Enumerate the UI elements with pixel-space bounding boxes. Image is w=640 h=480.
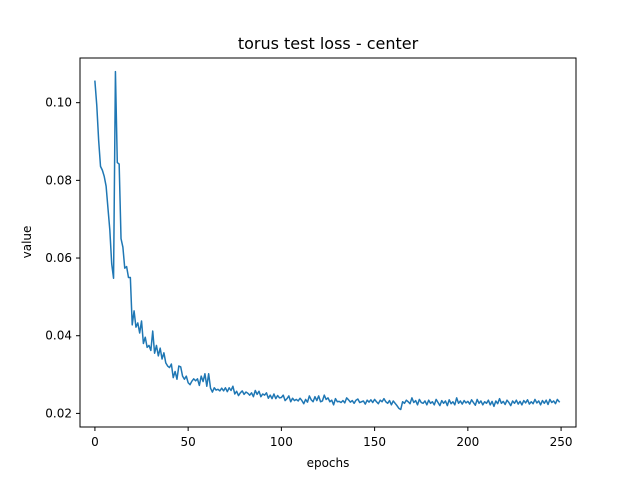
x-axis-ticks: 0 50 100 150 200 250 (91, 427, 573, 449)
x-tick-label: 250 (550, 435, 573, 449)
y-axis-label: value (20, 226, 34, 259)
y-axis-ticks: 0.02 0.04 0.06 0.08 0.10 (45, 96, 80, 420)
y-tick-label: 0.08 (45, 173, 72, 187)
y-tick-label: 0.06 (45, 251, 72, 265)
x-axis-label: epochs (307, 456, 350, 470)
x-tick-label: 50 (181, 435, 196, 449)
series-line (94, 70, 561, 411)
y-tick-label: 0.04 (45, 329, 72, 343)
chart-title: torus test loss - center (238, 34, 419, 53)
x-tick-label: 200 (456, 435, 479, 449)
x-tick-label: 100 (270, 435, 293, 449)
x-tick-label: 0 (91, 435, 99, 449)
y-tick-label: 0.02 (45, 406, 72, 420)
plot-area-frame (79, 57, 577, 428)
y-tick-label: 0.10 (45, 96, 72, 110)
x-tick-label: 150 (363, 435, 386, 449)
